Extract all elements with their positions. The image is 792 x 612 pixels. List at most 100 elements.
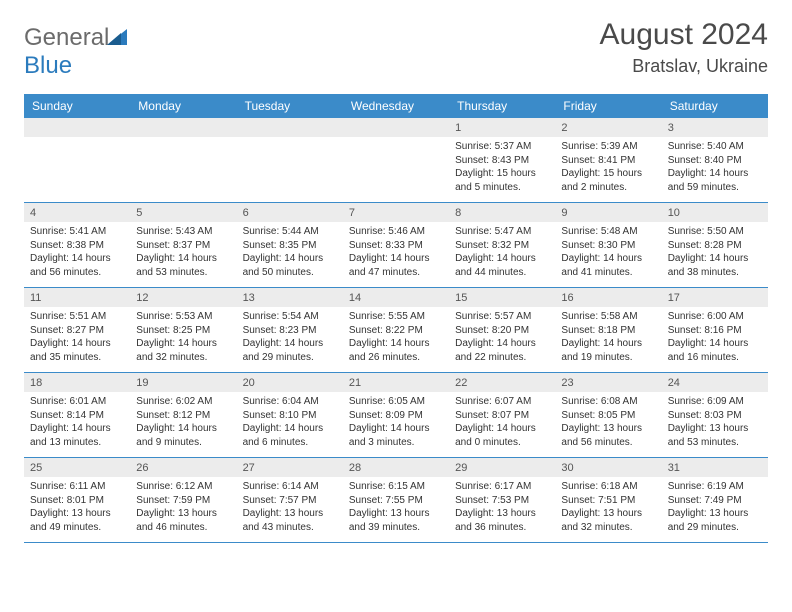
dow-thursday: Thursday [449, 94, 555, 118]
day-number: 27 [237, 458, 343, 477]
dow-monday: Monday [130, 94, 236, 118]
day-number: 1 [449, 118, 555, 137]
day-details: Sunrise: 5:46 AMSunset: 8:33 PMDaylight:… [343, 222, 449, 287]
calendar-day: 30Sunrise: 6:18 AMSunset: 7:51 PMDayligh… [555, 458, 661, 542]
calendar-day: 10 Sunrise: 5:50 AMSunset: 8:28 PMDayligh… [662, 203, 768, 287]
dow-wednesday: Wednesday [343, 94, 449, 118]
calendar-day: 17Sunrise: 6:00 AMSunset: 8:16 PMDayligh… [662, 288, 768, 372]
day-details: Sunrise: 6:05 AMSunset: 8:09 PMDaylight:… [343, 392, 449, 457]
daylight-text: Daylight: 14 hours and 47 minutes. [349, 252, 443, 279]
day-details: Sunrise: 6:17 AMSunset: 7:53 PMDaylight:… [449, 477, 555, 542]
sunset-text: Sunset: 7:49 PM [668, 494, 762, 508]
calendar-day: 14Sunrise: 5:55 AMSunset: 8:22 PMDayligh… [343, 288, 449, 372]
daylight-text: Daylight: 14 hours and 3 minutes. [349, 422, 443, 449]
sunset-text: Sunset: 8:23 PM [243, 324, 337, 338]
day-details: Sunrise: 6:02 AMSunset: 8:12 PMDaylight:… [130, 392, 236, 457]
day-number [237, 118, 343, 137]
sunrise-text: Sunrise: 5:51 AM [30, 310, 124, 324]
sunset-text: Sunset: 8:25 PM [136, 324, 230, 338]
calendar-day [237, 118, 343, 202]
day-number: 7 [343, 203, 449, 222]
day-number: 25 [24, 458, 130, 477]
calendar-day [24, 118, 130, 202]
sunrise-text: Sunrise: 5:48 AM [561, 225, 655, 239]
calendar-day: 8Sunrise: 5:47 AMSunset: 8:32 PMDaylight… [449, 203, 555, 287]
day-number: 10 [662, 203, 768, 222]
sunset-text: Sunset: 8:30 PM [561, 239, 655, 253]
calendar-day [130, 118, 236, 202]
day-details: Sunrise: 5:44 AMSunset: 8:35 PMDaylight:… [237, 222, 343, 287]
day-details: Sunrise: 5:57 AMSunset: 8:20 PMDaylight:… [449, 307, 555, 372]
sunset-text: Sunset: 8:43 PM [455, 154, 549, 168]
daylight-text: Daylight: 15 hours and 2 minutes. [561, 167, 655, 194]
logo-text-2: Blue [24, 52, 72, 79]
month-title: August 2024 [600, 18, 768, 52]
day-number: 12 [130, 288, 236, 307]
day-number: 9 [555, 203, 661, 222]
daylight-text: Daylight: 13 hours and 46 minutes. [136, 507, 230, 534]
day-details: Sunrise: 5:55 AMSunset: 8:22 PMDaylight:… [343, 307, 449, 372]
daylight-text: Daylight: 14 hours and 56 minutes. [30, 252, 124, 279]
calendar-day: 9Sunrise: 5:48 AMSunset: 8:30 PMDaylight… [555, 203, 661, 287]
day-number: 11 [24, 288, 130, 307]
day-number: 15 [449, 288, 555, 307]
calendar-day: 6Sunrise: 5:44 AMSunset: 8:35 PMDaylight… [237, 203, 343, 287]
sunrise-text: Sunrise: 5:47 AM [455, 225, 549, 239]
day-details: Sunrise: 6:14 AMSunset: 7:57 PMDaylight:… [237, 477, 343, 542]
calendar-day: 25Sunrise: 6:11 AMSunset: 8:01 PMDayligh… [24, 458, 130, 542]
daylight-text: Daylight: 14 hours and 26 minutes. [349, 337, 443, 364]
sunset-text: Sunset: 8:33 PM [349, 239, 443, 253]
sunset-text: Sunset: 8:01 PM [30, 494, 124, 508]
day-details: Sunrise: 6:12 AMSunset: 7:59 PMDaylight:… [130, 477, 236, 542]
sunrise-text: Sunrise: 6:14 AM [243, 480, 337, 494]
day-details: Sunrise: 5:58 AMSunset: 8:18 PMDaylight:… [555, 307, 661, 372]
sunset-text: Sunset: 7:53 PM [455, 494, 549, 508]
calendar-day: 16Sunrise: 5:58 AMSunset: 8:18 PMDayligh… [555, 288, 661, 372]
sunrise-text: Sunrise: 6:19 AM [668, 480, 762, 494]
calendar-day: 19Sunrise: 6:02 AMSunset: 8:12 PMDayligh… [130, 373, 236, 457]
day-details: Sunrise: 6:01 AMSunset: 8:14 PMDaylight:… [24, 392, 130, 457]
day-number: 8 [449, 203, 555, 222]
day-details [237, 137, 343, 197]
daylight-text: Daylight: 14 hours and 44 minutes. [455, 252, 549, 279]
calendar-day: 23Sunrise: 6:08 AMSunset: 8:05 PMDayligh… [555, 373, 661, 457]
day-number: 19 [130, 373, 236, 392]
day-details: Sunrise: 6:19 AMSunset: 7:49 PMDaylight:… [662, 477, 768, 542]
sunset-text: Sunset: 8:09 PM [349, 409, 443, 423]
sunset-text: Sunset: 8:28 PM [668, 239, 762, 253]
sunrise-text: Sunrise: 6:11 AM [30, 480, 124, 494]
daylight-text: Daylight: 14 hours and 38 minutes. [668, 252, 762, 279]
sunrise-text: Sunrise: 5:50 AM [668, 225, 762, 239]
daylight-text: Daylight: 13 hours and 32 minutes. [561, 507, 655, 534]
sunset-text: Sunset: 8:10 PM [243, 409, 337, 423]
daylight-text: Daylight: 14 hours and 19 minutes. [561, 337, 655, 364]
day-details: Sunrise: 6:00 AMSunset: 8:16 PMDaylight:… [662, 307, 768, 372]
day-number: 6 [237, 203, 343, 222]
day-details: Sunrise: 5:48 AMSunset: 8:30 PMDaylight:… [555, 222, 661, 287]
day-number: 3 [662, 118, 768, 137]
day-details [130, 137, 236, 197]
day-details: Sunrise: 5:41 AMSunset: 8:38 PMDaylight:… [24, 222, 130, 287]
sunset-text: Sunset: 7:57 PM [243, 494, 337, 508]
sunrise-text: Sunrise: 5:54 AM [243, 310, 337, 324]
daylight-text: Daylight: 14 hours and 32 minutes. [136, 337, 230, 364]
daylight-text: Daylight: 13 hours and 29 minutes. [668, 507, 762, 534]
day-number: 14 [343, 288, 449, 307]
day-number: 29 [449, 458, 555, 477]
calendar-week: 11Sunrise: 5:51 AMSunset: 8:27 PMDayligh… [24, 288, 768, 373]
day-details: Sunrise: 5:40 AMSunset: 8:40 PMDaylight:… [662, 137, 768, 202]
daylight-text: Daylight: 14 hours and 41 minutes. [561, 252, 655, 279]
sunrise-text: Sunrise: 5:46 AM [349, 225, 443, 239]
day-number: 21 [343, 373, 449, 392]
daylight-text: Daylight: 13 hours and 56 minutes. [561, 422, 655, 449]
sunset-text: Sunset: 7:55 PM [349, 494, 443, 508]
calendar-day [343, 118, 449, 202]
day-number [24, 118, 130, 137]
daylight-text: Daylight: 14 hours and 16 minutes. [668, 337, 762, 364]
daylight-text: Daylight: 13 hours and 43 minutes. [243, 507, 337, 534]
dow-tuesday: Tuesday [237, 94, 343, 118]
calendar-day: 20Sunrise: 6:04 AMSunset: 8:10 PMDayligh… [237, 373, 343, 457]
daylight-text: Daylight: 13 hours and 39 minutes. [349, 507, 443, 534]
day-number: 30 [555, 458, 661, 477]
calendar-day: 7Sunrise: 5:46 AMSunset: 8:33 PMDaylight… [343, 203, 449, 287]
